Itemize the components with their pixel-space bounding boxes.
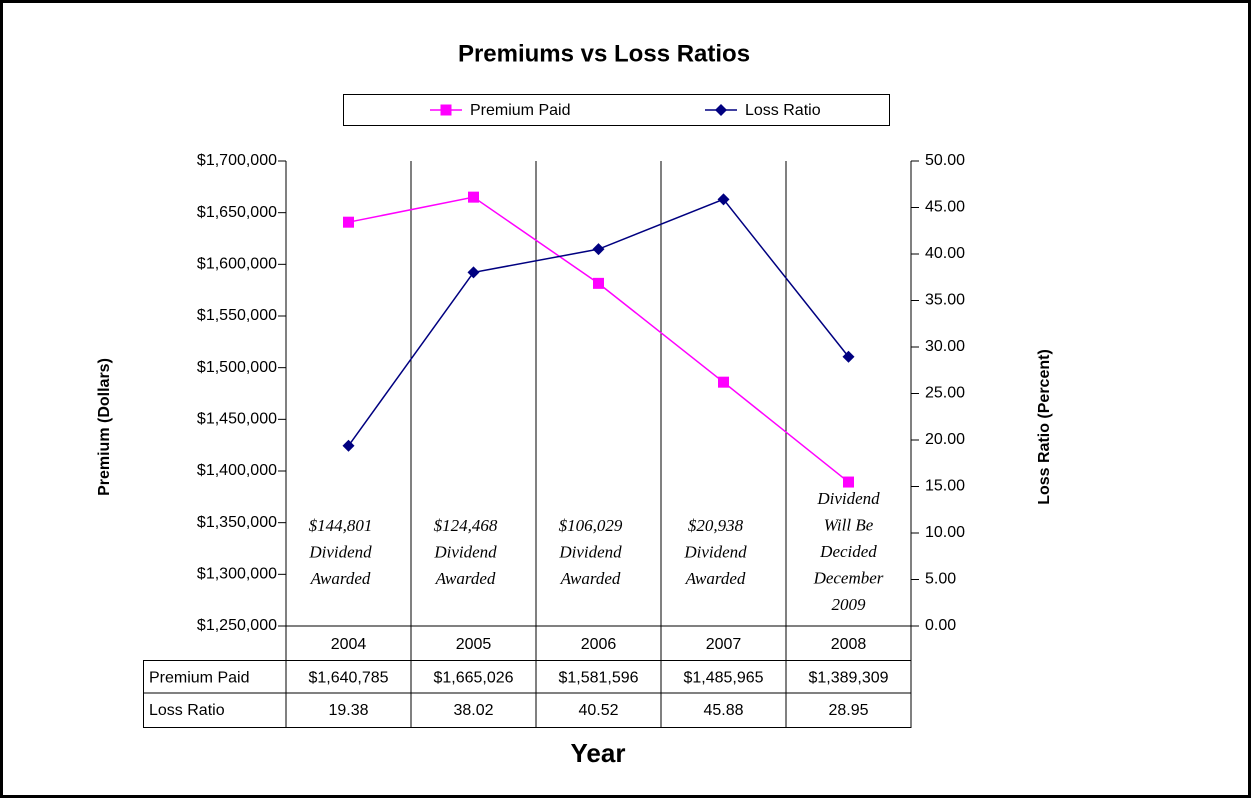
annotation: Dividend (558, 542, 622, 561)
annotation: $20,938 (688, 516, 744, 535)
table-row-header: Premium Paid (149, 670, 249, 687)
y2-tick-label: 40.00 (925, 245, 965, 262)
data-table (143, 660, 912, 728)
annotation: Awarded (435, 569, 496, 588)
table-cell: $1,665,026 (433, 670, 513, 687)
annotation: $144,801 (309, 516, 373, 535)
table-cell: $1,640,785 (308, 670, 388, 687)
table-cell: 40.52 (578, 702, 618, 719)
annotation: Awarded (685, 569, 746, 588)
marker (592, 243, 605, 256)
annotation: Dividend (433, 542, 497, 561)
table-cell: $1,389,309 (808, 670, 888, 687)
x-tick-label: 2007 (706, 636, 742, 653)
y2-tick-label: 15.00 (925, 478, 965, 495)
marker (467, 266, 480, 279)
marker (718, 376, 729, 388)
x-axis-title: Year (571, 738, 626, 768)
legend-label: Loss Ratio (745, 102, 821, 119)
table-cell: 38.02 (453, 702, 493, 719)
chart-title: Premiums vs Loss Ratios (458, 40, 750, 67)
x-tick-label: 2005 (456, 636, 492, 653)
table-cell: 28.95 (828, 702, 868, 719)
annotation: December (813, 568, 884, 587)
marker (468, 191, 479, 203)
annotation: Decided (819, 542, 877, 561)
y-tick-label: $1,300,000 (197, 566, 277, 583)
table-row-header: Loss Ratio (149, 702, 225, 719)
marker (717, 193, 730, 206)
annotation: 2009 (832, 595, 867, 614)
y-tick-label: $1,400,000 (197, 462, 277, 479)
y2-tick-label: 0.00 (925, 617, 956, 634)
marker (440, 104, 452, 116)
y-tick-label: $1,350,000 (197, 514, 277, 531)
legend-label: Premium Paid (470, 102, 570, 119)
x-tick-label: 2006 (581, 636, 617, 653)
y2-tick-label: 20.00 (925, 431, 965, 448)
y-tick-label: $1,600,000 (197, 256, 277, 273)
marker (843, 476, 854, 488)
annotation: Dividend (683, 542, 747, 561)
annotation: Dividend (816, 489, 880, 508)
y2-tick-label: 35.00 (925, 292, 965, 309)
table-cell: 19.38 (328, 702, 368, 719)
annotation: Awarded (560, 569, 621, 588)
y-tick-label: $1,500,000 (197, 359, 277, 376)
x-tick-label: 2004 (331, 636, 367, 653)
y2-tick-label: 10.00 (925, 524, 965, 541)
y2-tick-label: 30.00 (925, 338, 965, 355)
y-tick-label: $1,450,000 (197, 411, 277, 428)
y2-axis-title: Loss Ratio (Percent) (1036, 349, 1053, 505)
table-cell: $1,485,965 (683, 670, 763, 687)
y2-tick-label: 50.00 (925, 152, 965, 169)
x-tick-label: 2008 (831, 636, 867, 653)
table-cell: 45.88 (703, 702, 743, 719)
marker (343, 216, 354, 228)
y-tick-label: $1,550,000 (197, 307, 277, 324)
y-axis-title: Premium (Dollars) (96, 358, 113, 496)
table-cell: $1,581,596 (558, 670, 638, 687)
y2-tick-label: 25.00 (925, 385, 965, 402)
y-tick-label: $1,650,000 (197, 204, 277, 221)
annotation: Dividend (308, 542, 372, 561)
y2-tick-label: 45.00 (925, 199, 965, 216)
annotation: $106,029 (559, 516, 623, 535)
annotation: $124,468 (434, 516, 498, 535)
y-tick-label: $1,700,000 (197, 152, 277, 169)
y2-tick-label: 5.00 (925, 571, 956, 588)
marker (715, 104, 727, 116)
annotation: Awarded (310, 569, 371, 588)
marker (842, 350, 855, 363)
y-tick-label: $1,250,000 (197, 617, 277, 634)
annotation: Will Be (824, 515, 874, 534)
marker (593, 277, 604, 289)
marker (342, 439, 355, 452)
